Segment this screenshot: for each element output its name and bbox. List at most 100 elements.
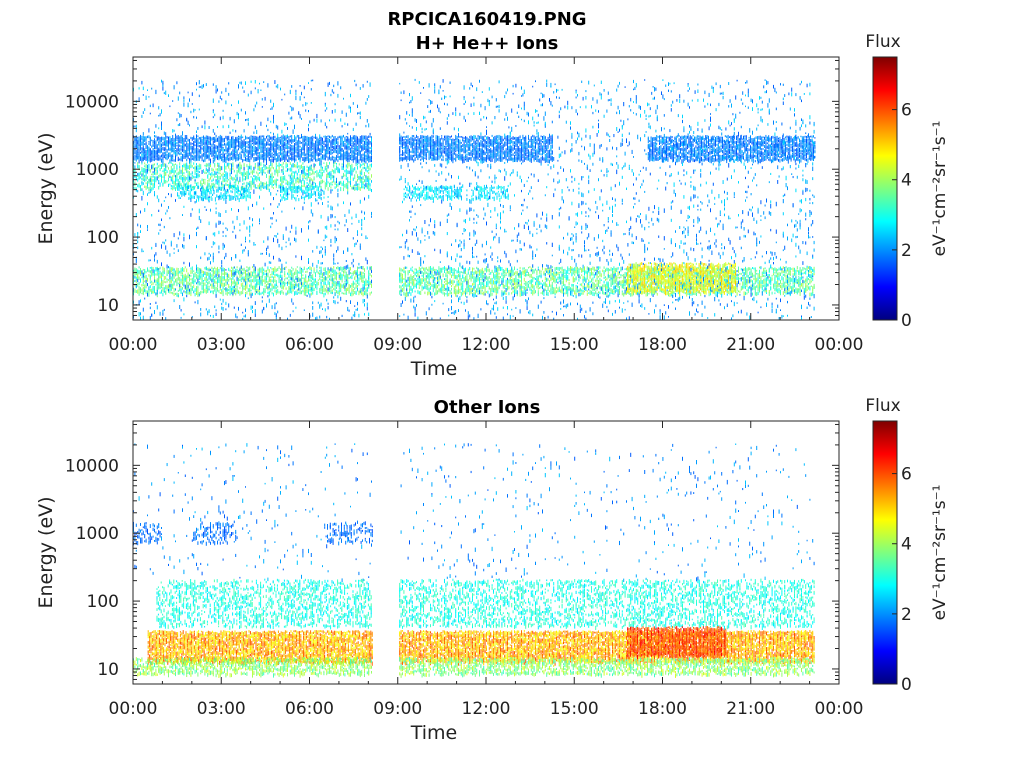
flux-cell — [717, 147, 719, 151]
flux-cell — [235, 195, 237, 198]
flux-cell — [664, 141, 666, 145]
flux-cell — [677, 142, 679, 146]
flux-cell — [547, 154, 549, 159]
flux-cell — [273, 183, 274, 186]
flux-cell — [369, 187, 371, 191]
flux-cell — [219, 134, 221, 139]
flux-cell — [771, 159, 772, 164]
flux-cell — [327, 137, 329, 142]
flux-cell — [754, 137, 756, 142]
flux-cell — [462, 148, 464, 150]
flux-cell — [138, 165, 140, 169]
flux-cell — [158, 186, 160, 190]
flux-cell — [292, 156, 294, 161]
flux-cell — [238, 170, 239, 173]
flux-cell — [289, 186, 291, 189]
flux-cell — [472, 143, 473, 147]
flux-cell — [544, 136, 546, 139]
flux-cell — [234, 195, 236, 198]
flux-cell — [299, 167, 301, 170]
flux-cell — [740, 135, 742, 139]
flux-cell — [438, 135, 440, 140]
flux-cell — [504, 157, 506, 160]
flux-cell — [185, 190, 187, 195]
flux-cell — [191, 186, 193, 189]
flux-cell — [487, 148, 489, 152]
flux-cell — [292, 145, 294, 148]
flux-cell — [522, 156, 524, 159]
flux-cell — [340, 143, 342, 146]
flux-cell — [687, 143, 688, 148]
flux-cell — [357, 136, 358, 141]
flux-cell — [158, 165, 160, 168]
flux-cell — [526, 151, 528, 155]
flux-cell — [410, 140, 412, 144]
flux-cell — [410, 154, 412, 158]
flux-cell — [752, 140, 754, 145]
flux-cell — [201, 136, 203, 139]
flux-cell — [240, 190, 242, 196]
flux-cell — [529, 138, 531, 143]
flux-cell — [444, 145, 445, 148]
flux-cell — [432, 148, 434, 152]
flux-cell — [544, 151, 546, 153]
flux-cell — [418, 147, 420, 150]
flux-cell — [435, 139, 437, 144]
flux-cell — [179, 152, 181, 156]
flux-cell — [477, 152, 479, 157]
flux-cell — [249, 149, 251, 154]
flux-cell — [267, 166, 269, 170]
flux-cell — [542, 155, 543, 160]
flux-cell — [497, 153, 499, 157]
flux-cell — [312, 138, 314, 141]
flux-cell — [271, 147, 273, 151]
flux-cell — [211, 143, 213, 148]
flux-cell — [787, 144, 789, 147]
flux-cell — [779, 152, 781, 155]
flux-cell — [137, 140, 139, 145]
flux-cell — [308, 195, 310, 199]
flux-cell — [199, 195, 201, 199]
flux-cell — [705, 152, 707, 155]
flux-cell — [216, 191, 218, 193]
flux-cell — [138, 172, 140, 176]
flux-cell — [175, 137, 176, 142]
flux-cell — [326, 138, 328, 143]
flux-cell — [177, 144, 179, 148]
flux-cell — [224, 149, 225, 152]
flux-cell — [406, 142, 408, 146]
flux-cell — [232, 157, 234, 161]
flux-cell — [347, 162, 349, 166]
flux-cell — [289, 167, 291, 172]
flux-cell — [361, 178, 363, 181]
flux-cell — [783, 144, 785, 148]
flux-cell — [231, 156, 232, 160]
flux-cell — [294, 157, 295, 161]
flux-cell — [334, 136, 336, 140]
flux-cell — [406, 156, 408, 159]
flux-cell — [202, 197, 204, 202]
flux-cell — [156, 144, 158, 148]
flux-cell — [287, 159, 288, 162]
flux-cell — [244, 187, 246, 191]
flux-cell — [804, 143, 806, 146]
flux-cell — [766, 153, 768, 157]
flux-cell — [780, 151, 782, 154]
flux-cell — [163, 154, 165, 158]
flux-cell — [166, 140, 168, 144]
flux-cell — [439, 150, 441, 154]
flux-cell — [479, 148, 480, 152]
flux-cell — [270, 176, 272, 181]
flux-cell — [362, 143, 364, 147]
flux-cell — [249, 141, 251, 146]
flux-cell — [273, 135, 274, 141]
flux-cell — [295, 149, 297, 154]
flux-cell — [507, 148, 508, 151]
flux-cell — [229, 163, 231, 165]
flux-cell — [801, 149, 803, 152]
flux-cell — [435, 144, 437, 148]
flux-cell — [230, 184, 232, 189]
flux-cell — [710, 136, 712, 140]
flux-cell — [647, 154, 649, 158]
flux-cell — [285, 166, 287, 169]
